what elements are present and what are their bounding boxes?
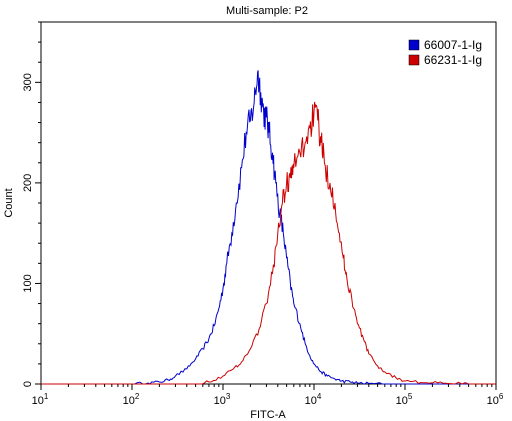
series-line-66007-1-Ig: [41, 70, 496, 385]
y-tick-label: 200: [22, 174, 34, 192]
series-layer: [41, 70, 496, 385]
legend-swatch: [408, 54, 420, 66]
y-axis-title: Count: [3, 188, 15, 217]
y-axis: 0 100 200 300: [22, 21, 41, 387]
x-tick-label: 101: [32, 392, 49, 407]
x-axis: 101 102 103 104 105 106: [32, 384, 504, 407]
y-tick-label: 300: [22, 73, 34, 91]
chart-title: Multi-sample: P2: [226, 5, 308, 17]
legend-label: 66231-1-Ig: [424, 53, 482, 67]
legend-swatch: [408, 39, 420, 51]
series-line-66231-1-Ig: [41, 101, 496, 385]
y-tick-label: 100: [22, 274, 34, 292]
x-axis-title: FITC-A: [250, 409, 286, 421]
legend-label: 66007-1-Ig: [424, 38, 482, 52]
x-tick-label: 103: [214, 392, 231, 407]
x-tick-label: 106: [487, 392, 504, 407]
x-tick-label: 104: [305, 392, 322, 407]
x-tick-label: 105: [396, 392, 413, 407]
y-tick-label: 0: [22, 381, 34, 387]
x-tick-label: 102: [123, 392, 140, 407]
